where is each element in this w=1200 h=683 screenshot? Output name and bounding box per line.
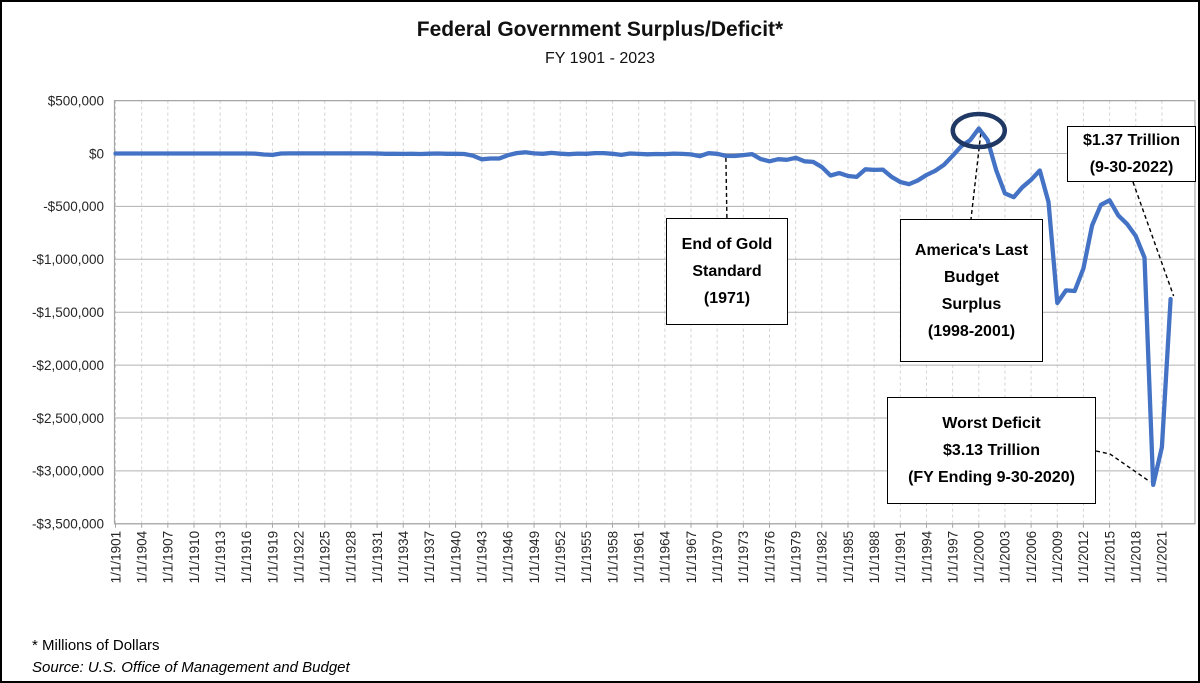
chart-title: Federal Government Surplus/Deficit*: [416, 18, 784, 41]
x-tick-label: 1/1/1979: [788, 531, 803, 584]
x-tick-label: 1/1/2021: [1155, 531, 1170, 584]
units-footnote: * Millions of Dollars: [32, 637, 160, 654]
y-tick-label: -$3,000,000: [32, 464, 104, 479]
x-tick-label: 1/1/1967: [684, 531, 699, 584]
x-axis-tick-labels: 1/1/1901 1/1/1904 1/1/1907 1/1/1910 1/1/1913…: [108, 530, 1169, 583]
x-tick-label: 1/1/1973: [736, 531, 751, 584]
y-tick-label: -$1,500,000: [32, 305, 104, 320]
source-note: Source: U.S. Office of Management and Bu…: [32, 659, 350, 676]
annotation-line: Worst Deficit: [942, 415, 1041, 432]
x-tick-label: 1/1/1952: [553, 531, 568, 584]
x-tick-label: 1/1/1901: [108, 531, 123, 584]
x-tick-label: 1/1/1922: [291, 531, 306, 584]
x-tick-label: 1/1/1919: [265, 531, 280, 584]
annotation-line: End of Gold: [681, 236, 773, 253]
annotation-line: (9-30-2022): [1089, 159, 1174, 176]
annotation-end-of-gold-standard: End of Gold Standard (1971): [666, 218, 788, 325]
x-tick-label: 1/1/1928: [344, 531, 359, 584]
y-tick-label: -$3,500,000: [32, 517, 104, 532]
y-tick-label: $0: [89, 146, 104, 161]
x-tick-label: 1/1/1934: [396, 530, 411, 583]
x-tick-label: 1/1/1994: [919, 530, 934, 583]
y-tick-label: -$2,000,000: [32, 358, 104, 373]
x-tick-label: 1/1/1943: [475, 531, 490, 584]
annotation-deficit-2022: $1.37 Trillion (9-30-2022): [1067, 126, 1196, 182]
x-tick-label: 1/1/1955: [579, 531, 594, 584]
x-tick-label: 1/1/1946: [501, 531, 516, 584]
x-tick-label: 1/1/1910: [187, 531, 202, 584]
annotation-line: Standard: [692, 263, 762, 280]
x-tick-label: 1/1/2012: [1076, 531, 1091, 584]
x-tick-label: 1/1/2003: [998, 531, 1013, 584]
annotation-line: Surplus: [941, 295, 1002, 313]
annotation-last-budget-surplus: America's Last Budget Surplus (1998-2001…: [900, 219, 1043, 362]
y-tick-label: -$500,000: [43, 199, 104, 214]
x-tick-label: 1/1/1982: [815, 531, 830, 584]
x-tick-label: 1/1/1958: [605, 531, 620, 584]
annotation-line: $1.37 Trillion: [1083, 132, 1180, 149]
y-tick-label: -$1,000,000: [32, 252, 104, 267]
annotation-line: America's Last: [914, 241, 1029, 259]
x-tick-label: 1/1/1949: [527, 531, 542, 584]
x-tick-label: 1/1/1931: [370, 531, 385, 584]
surplus-deficit-series-line: [113, 126, 1173, 488]
x-tick-label: 1/1/1976: [762, 531, 777, 584]
x-tick-label: 1/1/1907: [161, 531, 176, 584]
x-tick-label: 1/1/1937: [422, 531, 437, 584]
x-tick-label: 1/1/2000: [972, 531, 987, 584]
x-tick-label: 1/1/2006: [1024, 531, 1039, 584]
annotation-line: (1971): [703, 290, 751, 307]
annotation-line: (FY Ending 9-30-2020): [908, 469, 1075, 486]
x-tick-label: 1/1/1970: [710, 531, 725, 584]
x-tick-label: 1/1/1961: [632, 531, 647, 584]
annotation-line: Budget: [943, 268, 1000, 286]
y-tick-label: -$2,500,000: [32, 411, 104, 426]
annotation-worst-deficit: Worst Deficit $3.13 Trillion (FY Ending …: [887, 397, 1096, 504]
x-tick-label: 1/1/2018: [1129, 531, 1144, 584]
x-tick-label: 1/1/1964: [658, 530, 673, 583]
plot-border: [113, 99, 1196, 525]
x-tick-label: 1/1/1904: [134, 530, 149, 583]
x-tick-label: 1/1/1925: [318, 531, 333, 584]
x-tick-label: 1/1/1988: [867, 531, 882, 584]
y-axis-tick-labels: $500,000 $0 -$500,000 -$1,000,000 -$1,500,00…: [32, 93, 104, 531]
x-tick-label: 1/1/2009: [1050, 531, 1065, 584]
y-tick-label: $500,000: [48, 93, 104, 108]
x-tick-label: 1/1/1985: [841, 531, 856, 584]
annotation-line: $3.13 Trillion: [943, 442, 1040, 459]
x-tick-label: 1/1/1940: [448, 531, 463, 584]
x-tick-label: 1/1/1991: [893, 531, 908, 584]
surplus-peak-highlight-ellipse: [950, 111, 1008, 150]
x-tick-label: 1/1/2015: [1102, 531, 1117, 584]
x-tick-label: 1/1/1997: [945, 531, 960, 584]
chart-subtitle: FY 1901 - 2023: [544, 50, 655, 67]
annotation-line: (1998-2001): [927, 322, 1016, 340]
x-tick-label: 1/1/1913: [213, 531, 228, 584]
x-tick-label: 1/1/1916: [239, 531, 254, 584]
x-tick-marks: [115, 523, 1163, 528]
